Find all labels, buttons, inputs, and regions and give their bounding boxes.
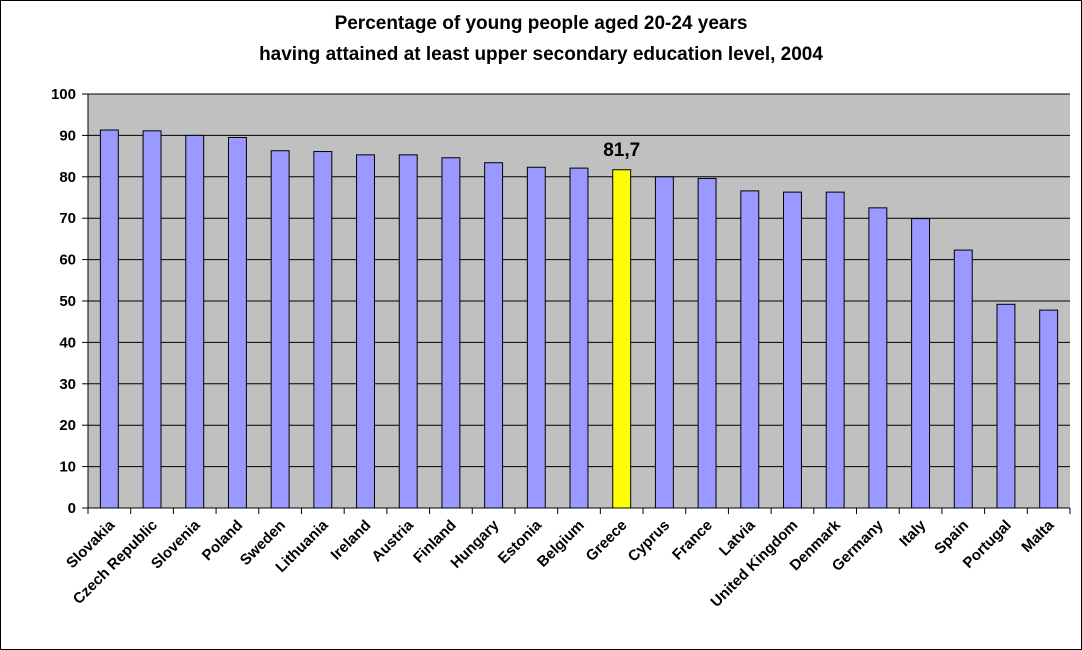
y-tick-label: 40 (59, 334, 76, 351)
x-tick-label: Malta (1018, 516, 1058, 556)
bar-slovakia (99, 129, 119, 509)
bar-portugal (996, 303, 1016, 509)
chart-title-line-1: Percentage of young people aged 20-24 ye… (334, 13, 748, 34)
bar-greece (612, 169, 632, 509)
y-tick-label: 80 (59, 169, 76, 186)
bar-malta (1039, 309, 1059, 509)
chart-title-line-2: having attained at least upper secondary… (259, 44, 823, 65)
bar-hungary (484, 162, 504, 509)
bar-france (697, 177, 717, 509)
y-tick-label: 50 (59, 293, 76, 310)
bar-czech-republic (142, 130, 162, 509)
bar-germany (868, 207, 888, 509)
x-tick-label: Ireland (328, 517, 375, 564)
bar-denmark (825, 191, 845, 509)
x-tick-label: Spain (931, 517, 972, 558)
bar-estonia (526, 166, 546, 509)
bar-poland (227, 136, 247, 509)
bar-ireland (356, 154, 375, 509)
x-tick-label: Belgium (534, 517, 588, 571)
bar-united-kingdom (783, 191, 802, 509)
bar-italy (911, 218, 931, 509)
x-tick-label: Cyprus (625, 517, 674, 566)
y-tick-label: 90 (59, 127, 76, 144)
bar-spain (953, 249, 973, 509)
x-tick-label: France (669, 517, 716, 564)
bar-lithuania (313, 151, 333, 509)
y-tick-label: 70 (59, 210, 76, 227)
x-tick-label: Hungary (447, 516, 503, 572)
bar-sweden (270, 150, 290, 509)
y-tick-label: 0 (68, 500, 76, 517)
x-tick-label: Austria (368, 516, 417, 565)
y-tick-label: 60 (59, 252, 76, 269)
y-tick-label: 100 (51, 86, 76, 103)
data-label-greece: 81,7 (603, 140, 640, 161)
bar-latvia (740, 190, 760, 509)
bar-slovenia (185, 134, 205, 509)
bar-austria (398, 154, 418, 509)
bar-cyprus (654, 176, 674, 509)
bar-belgium (569, 167, 589, 509)
x-tick-label: Italy (896, 516, 930, 550)
x-tick-label: Greece (583, 517, 631, 565)
y-tick-label: 10 (59, 459, 76, 476)
y-tick-label: 30 (59, 376, 76, 393)
bar-finland (441, 157, 461, 509)
y-tick-label: 20 (59, 417, 76, 434)
